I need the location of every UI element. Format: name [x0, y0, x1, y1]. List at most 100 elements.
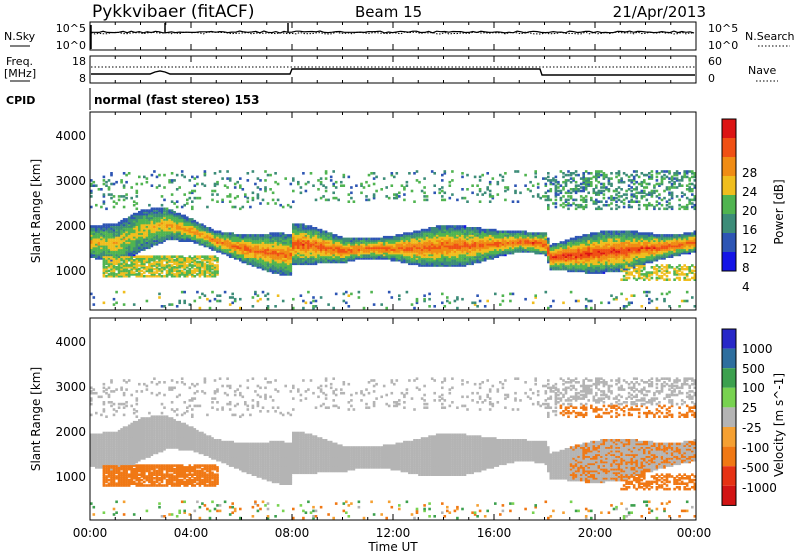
power-cell — [577, 269, 580, 273]
power-cell — [117, 266, 121, 269]
power-cell — [218, 243, 222, 246]
power-cell — [390, 243, 394, 246]
power-cell — [148, 228, 151, 232]
power-cell — [461, 234, 464, 237]
power-cell — [241, 205, 245, 209]
power-cell — [173, 227, 176, 230]
power-cell — [155, 207, 159, 211]
power-cell — [600, 266, 603, 269]
power-cell — [208, 244, 212, 248]
power-cell — [574, 266, 578, 269]
power-cell — [410, 262, 414, 266]
power-cell — [605, 269, 608, 273]
power-cell — [423, 177, 426, 180]
power-cell — [281, 235, 285, 239]
nave-tick-bottom: 0 — [708, 72, 715, 85]
power-cell — [597, 266, 601, 269]
power-cell — [511, 248, 515, 251]
power-cell — [259, 250, 262, 253]
power-cell — [569, 180, 573, 184]
power-cell — [410, 244, 414, 248]
power-cell — [372, 257, 376, 260]
power-cell — [276, 239, 280, 242]
power-cell — [473, 303, 477, 306]
nsky-tick-bottom: 10^0 — [56, 39, 86, 52]
power-cell — [198, 223, 202, 226]
power-cell — [478, 200, 482, 203]
power-cell — [233, 257, 237, 260]
power-cell — [175, 271, 179, 274]
power-cell — [511, 244, 515, 248]
power-cell — [125, 244, 128, 248]
power-cell — [597, 193, 601, 196]
power-cell — [587, 266, 590, 269]
power-cell — [448, 230, 452, 234]
power-cell — [420, 189, 424, 193]
power-cell — [395, 253, 399, 257]
power-cell — [544, 237, 548, 241]
power-cell — [423, 297, 426, 301]
power-cell — [511, 292, 515, 296]
power-cell — [163, 235, 166, 239]
power-cell — [567, 255, 570, 258]
power-cell — [92, 225, 96, 228]
power-cell — [547, 195, 550, 198]
power-cell — [405, 235, 409, 239]
power-cell — [600, 200, 603, 203]
power-cell — [582, 180, 585, 184]
power-cell — [297, 180, 300, 184]
power-cell — [587, 237, 590, 241]
power-cell — [488, 250, 492, 253]
power-cell — [148, 264, 151, 267]
power-cell — [499, 253, 502, 257]
power-cell — [602, 196, 606, 200]
power-cell — [473, 246, 477, 250]
power-cell — [476, 246, 479, 250]
power-cell — [610, 262, 613, 266]
power-cell — [239, 250, 242, 253]
power-cell — [420, 258, 424, 262]
power-cell — [463, 234, 467, 237]
power-cell — [297, 239, 300, 242]
power-cell — [471, 258, 474, 262]
power-cell — [175, 257, 179, 260]
power-cell — [327, 246, 330, 250]
power-cell — [478, 243, 482, 246]
power-cell — [140, 212, 144, 216]
power-cell — [228, 251, 232, 255]
power-cell — [496, 235, 500, 239]
power-cell — [334, 255, 338, 258]
power-cell — [314, 251, 318, 255]
power-cell — [145, 274, 149, 278]
power-cell — [138, 227, 141, 230]
power-cell — [193, 264, 197, 267]
power-cell — [266, 235, 270, 239]
power-cell — [236, 250, 239, 253]
power-cell — [547, 306, 550, 310]
power-cell — [395, 193, 399, 196]
power-cell — [261, 258, 265, 262]
power-cell — [206, 255, 209, 258]
power-cell — [259, 235, 262, 239]
power-cell — [488, 255, 492, 258]
power-cell — [122, 269, 126, 273]
power-cell — [443, 235, 447, 239]
power-cell — [463, 243, 467, 246]
power-cell — [428, 257, 431, 260]
power-cell — [132, 216, 136, 219]
power-cell — [410, 239, 414, 242]
power-cell — [574, 246, 578, 250]
power-cell — [569, 172, 573, 175]
power-cell — [428, 262, 431, 266]
power-cell — [375, 243, 378, 246]
power-cell — [251, 255, 255, 258]
power-cell — [274, 258, 277, 262]
power-cell — [610, 232, 613, 235]
power-cell — [357, 257, 361, 260]
power-cell — [595, 269, 598, 273]
power-cell — [286, 235, 290, 239]
power-cell — [350, 186, 353, 189]
power-cell — [120, 225, 123, 228]
power-cell — [168, 219, 171, 223]
power-cell — [430, 235, 434, 239]
